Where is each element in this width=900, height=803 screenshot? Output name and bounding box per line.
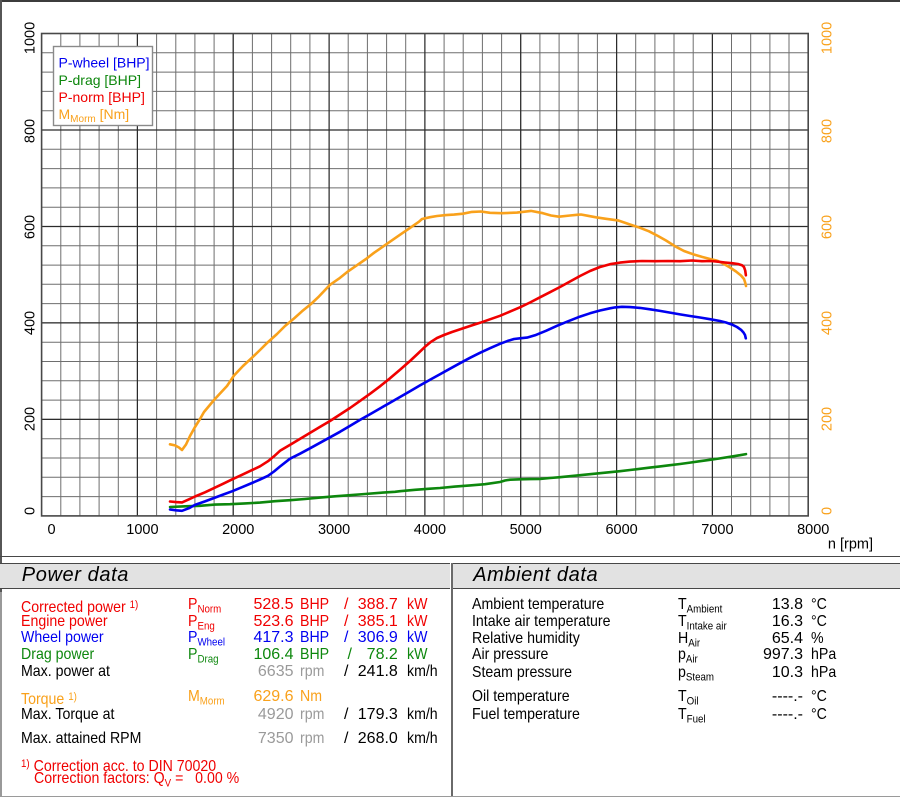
svg-text:0: 0	[820, 507, 836, 515]
svg-text:7000: 7000	[701, 522, 733, 538]
svg-text:3000: 3000	[318, 522, 350, 538]
svg-text:600: 600	[820, 215, 836, 239]
svg-text:800: 800	[820, 119, 836, 143]
svg-text:5000: 5000	[510, 522, 542, 538]
svg-text:400: 400	[820, 311, 836, 335]
svg-text:P-drag [BHP]: P-drag [BHP]	[59, 72, 141, 88]
svg-text:1000: 1000	[126, 522, 158, 538]
svg-text:800: 800	[23, 119, 39, 143]
svg-text:400: 400	[23, 311, 39, 335]
svg-text:n [rpm]: n [rpm]	[828, 537, 873, 553]
svg-text:2000: 2000	[222, 522, 254, 538]
svg-text:8000: 8000	[797, 522, 829, 538]
svg-text:6000: 6000	[605, 522, 637, 538]
svg-text:1000: 1000	[820, 22, 836, 54]
svg-text:1000: 1000	[23, 22, 39, 54]
svg-text:600: 600	[23, 215, 39, 239]
svg-text:200: 200	[23, 407, 39, 431]
svg-text:P-norm [BHP]: P-norm [BHP]	[59, 89, 145, 105]
svg-text:200: 200	[820, 407, 836, 431]
svg-text:0: 0	[23, 507, 39, 515]
svg-text:4000: 4000	[414, 522, 446, 538]
svg-text:0: 0	[48, 522, 56, 538]
svg-text:P-wheel [BHP]: P-wheel [BHP]	[59, 55, 150, 71]
